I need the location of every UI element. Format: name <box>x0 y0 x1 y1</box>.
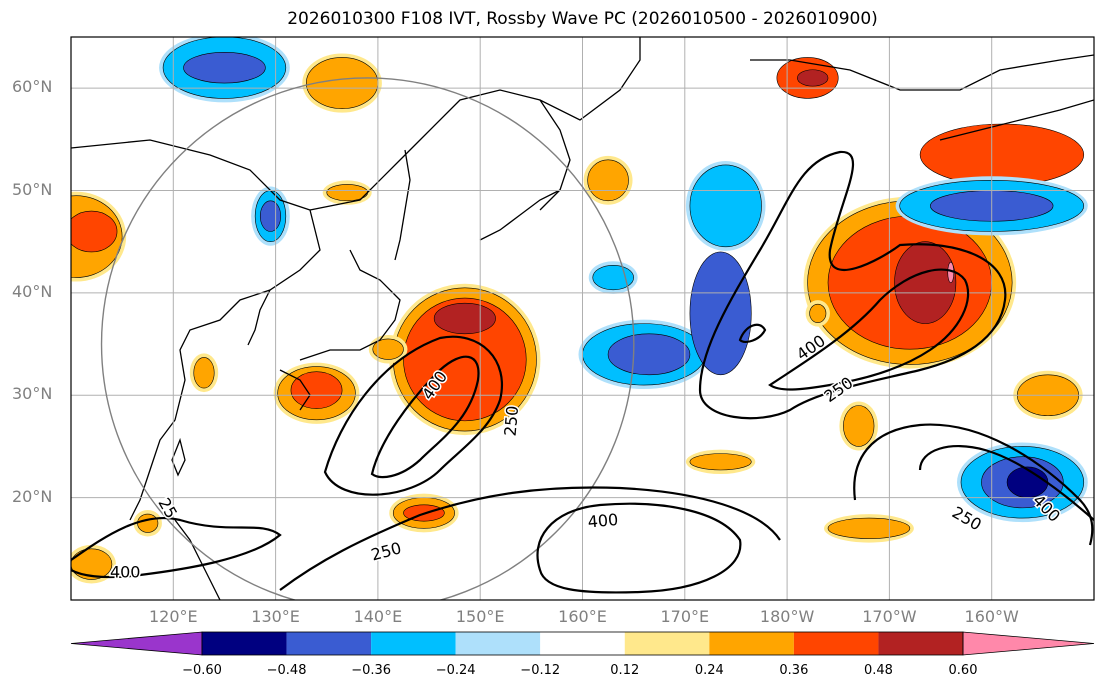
pc-shading-patch <box>947 261 955 283</box>
colorbar-tick-label: −0.24 <box>435 663 476 678</box>
colorbar-tick-label: −0.12 <box>520 663 561 678</box>
pc-shading-patch <box>827 517 911 539</box>
colorbar-segment <box>202 632 287 655</box>
contour-label: 400 <box>587 510 619 532</box>
pc-shading-patch <box>919 123 1085 186</box>
pc-shading-patch <box>843 405 875 447</box>
colorbar <box>70 631 1095 656</box>
lon-tick-label: 170°W <box>862 607 917 626</box>
colorbar-tick-label: −0.60 <box>182 663 222 678</box>
colorbar-frame <box>201 631 964 656</box>
pc-shading-patch <box>689 453 752 471</box>
pc-shading-patch <box>607 333 691 376</box>
pc-shading-patch <box>290 371 343 409</box>
pc-shading-patch <box>71 548 113 580</box>
colorbar-segment <box>540 632 625 655</box>
contour-label: 400 <box>110 562 141 581</box>
pc-shading-patch <box>372 338 404 360</box>
lon-tick-label: 120°E <box>148 607 198 626</box>
pc-shading-patch <box>193 357 215 389</box>
pc-shading-patch <box>71 210 118 253</box>
colorbar-segment <box>878 632 963 655</box>
pc-shading-patch <box>403 297 527 422</box>
pc-shading-layer <box>71 37 1088 584</box>
pc-shading-patch <box>433 302 496 335</box>
reference-circle <box>100 77 635 600</box>
lat-tick-label: 40°N <box>12 281 53 301</box>
colorbar-tick-label: −0.36 <box>351 663 392 678</box>
colorbar-tick-label: 0.36 <box>779 663 809 678</box>
coastlines <box>71 37 1094 600</box>
colorbar-extend-high <box>962 631 1095 656</box>
pc-shading-patch <box>183 52 266 84</box>
lon-tick-label: 180°W <box>759 607 815 626</box>
lon-tick-label: 130°E <box>251 607 300 626</box>
lat-tick-label: 20°N <box>12 486 53 506</box>
colorbar-segment <box>371 632 456 655</box>
colorbar-segment <box>709 632 794 655</box>
lat-tick-label: 30°N <box>12 384 53 404</box>
colorbar-tick-label: −0.48 <box>266 663 307 678</box>
colorbar-segment <box>624 632 710 655</box>
colorbar-segment <box>455 632 541 655</box>
map-title: 2026010300 F108 IVT, Rossby Wave PC (202… <box>287 9 878 29</box>
contour-label: 250 <box>821 373 857 406</box>
pc-shading-patch <box>797 69 829 87</box>
gridlines <box>71 37 1094 600</box>
contour-label: 250 <box>369 538 403 564</box>
colorbar-tick-label: 0.12 <box>610 663 640 678</box>
pc-shading-patch <box>259 200 282 232</box>
lon-tick-label: 170°E <box>660 607 710 626</box>
lon-tick-label: 150°E <box>455 607 505 626</box>
plot-frame <box>70 36 1095 601</box>
lat-tick-label: 60°N <box>12 77 53 97</box>
lon-tick-label: 160°E <box>558 607 607 626</box>
ivt-contours <box>71 150 1094 594</box>
colorbar-tick-label: 0.60 <box>948 663 978 678</box>
colorbar-extend-low <box>70 631 203 656</box>
pc-shading-patch <box>894 241 957 324</box>
colorbar-segment <box>286 632 372 655</box>
lon-tick-label: 140°E <box>353 607 403 626</box>
pc-shading-patch <box>689 251 752 376</box>
pc-shading-patch <box>689 164 762 248</box>
colorbar-tick-label: 0.24 <box>694 663 724 678</box>
contour-label: 250 <box>501 405 523 437</box>
colorbar-segment <box>793 632 879 655</box>
lat-tick-label: 50°N <box>12 179 53 199</box>
pc-shading-patch <box>137 513 159 533</box>
contour-label: 400 <box>793 331 829 364</box>
colorbar-tick-label: 0.48 <box>863 663 893 678</box>
pc-shading-patch <box>809 303 827 323</box>
lon-tick-label: 160°W <box>964 607 1019 626</box>
pc-shading-patch <box>587 159 629 202</box>
